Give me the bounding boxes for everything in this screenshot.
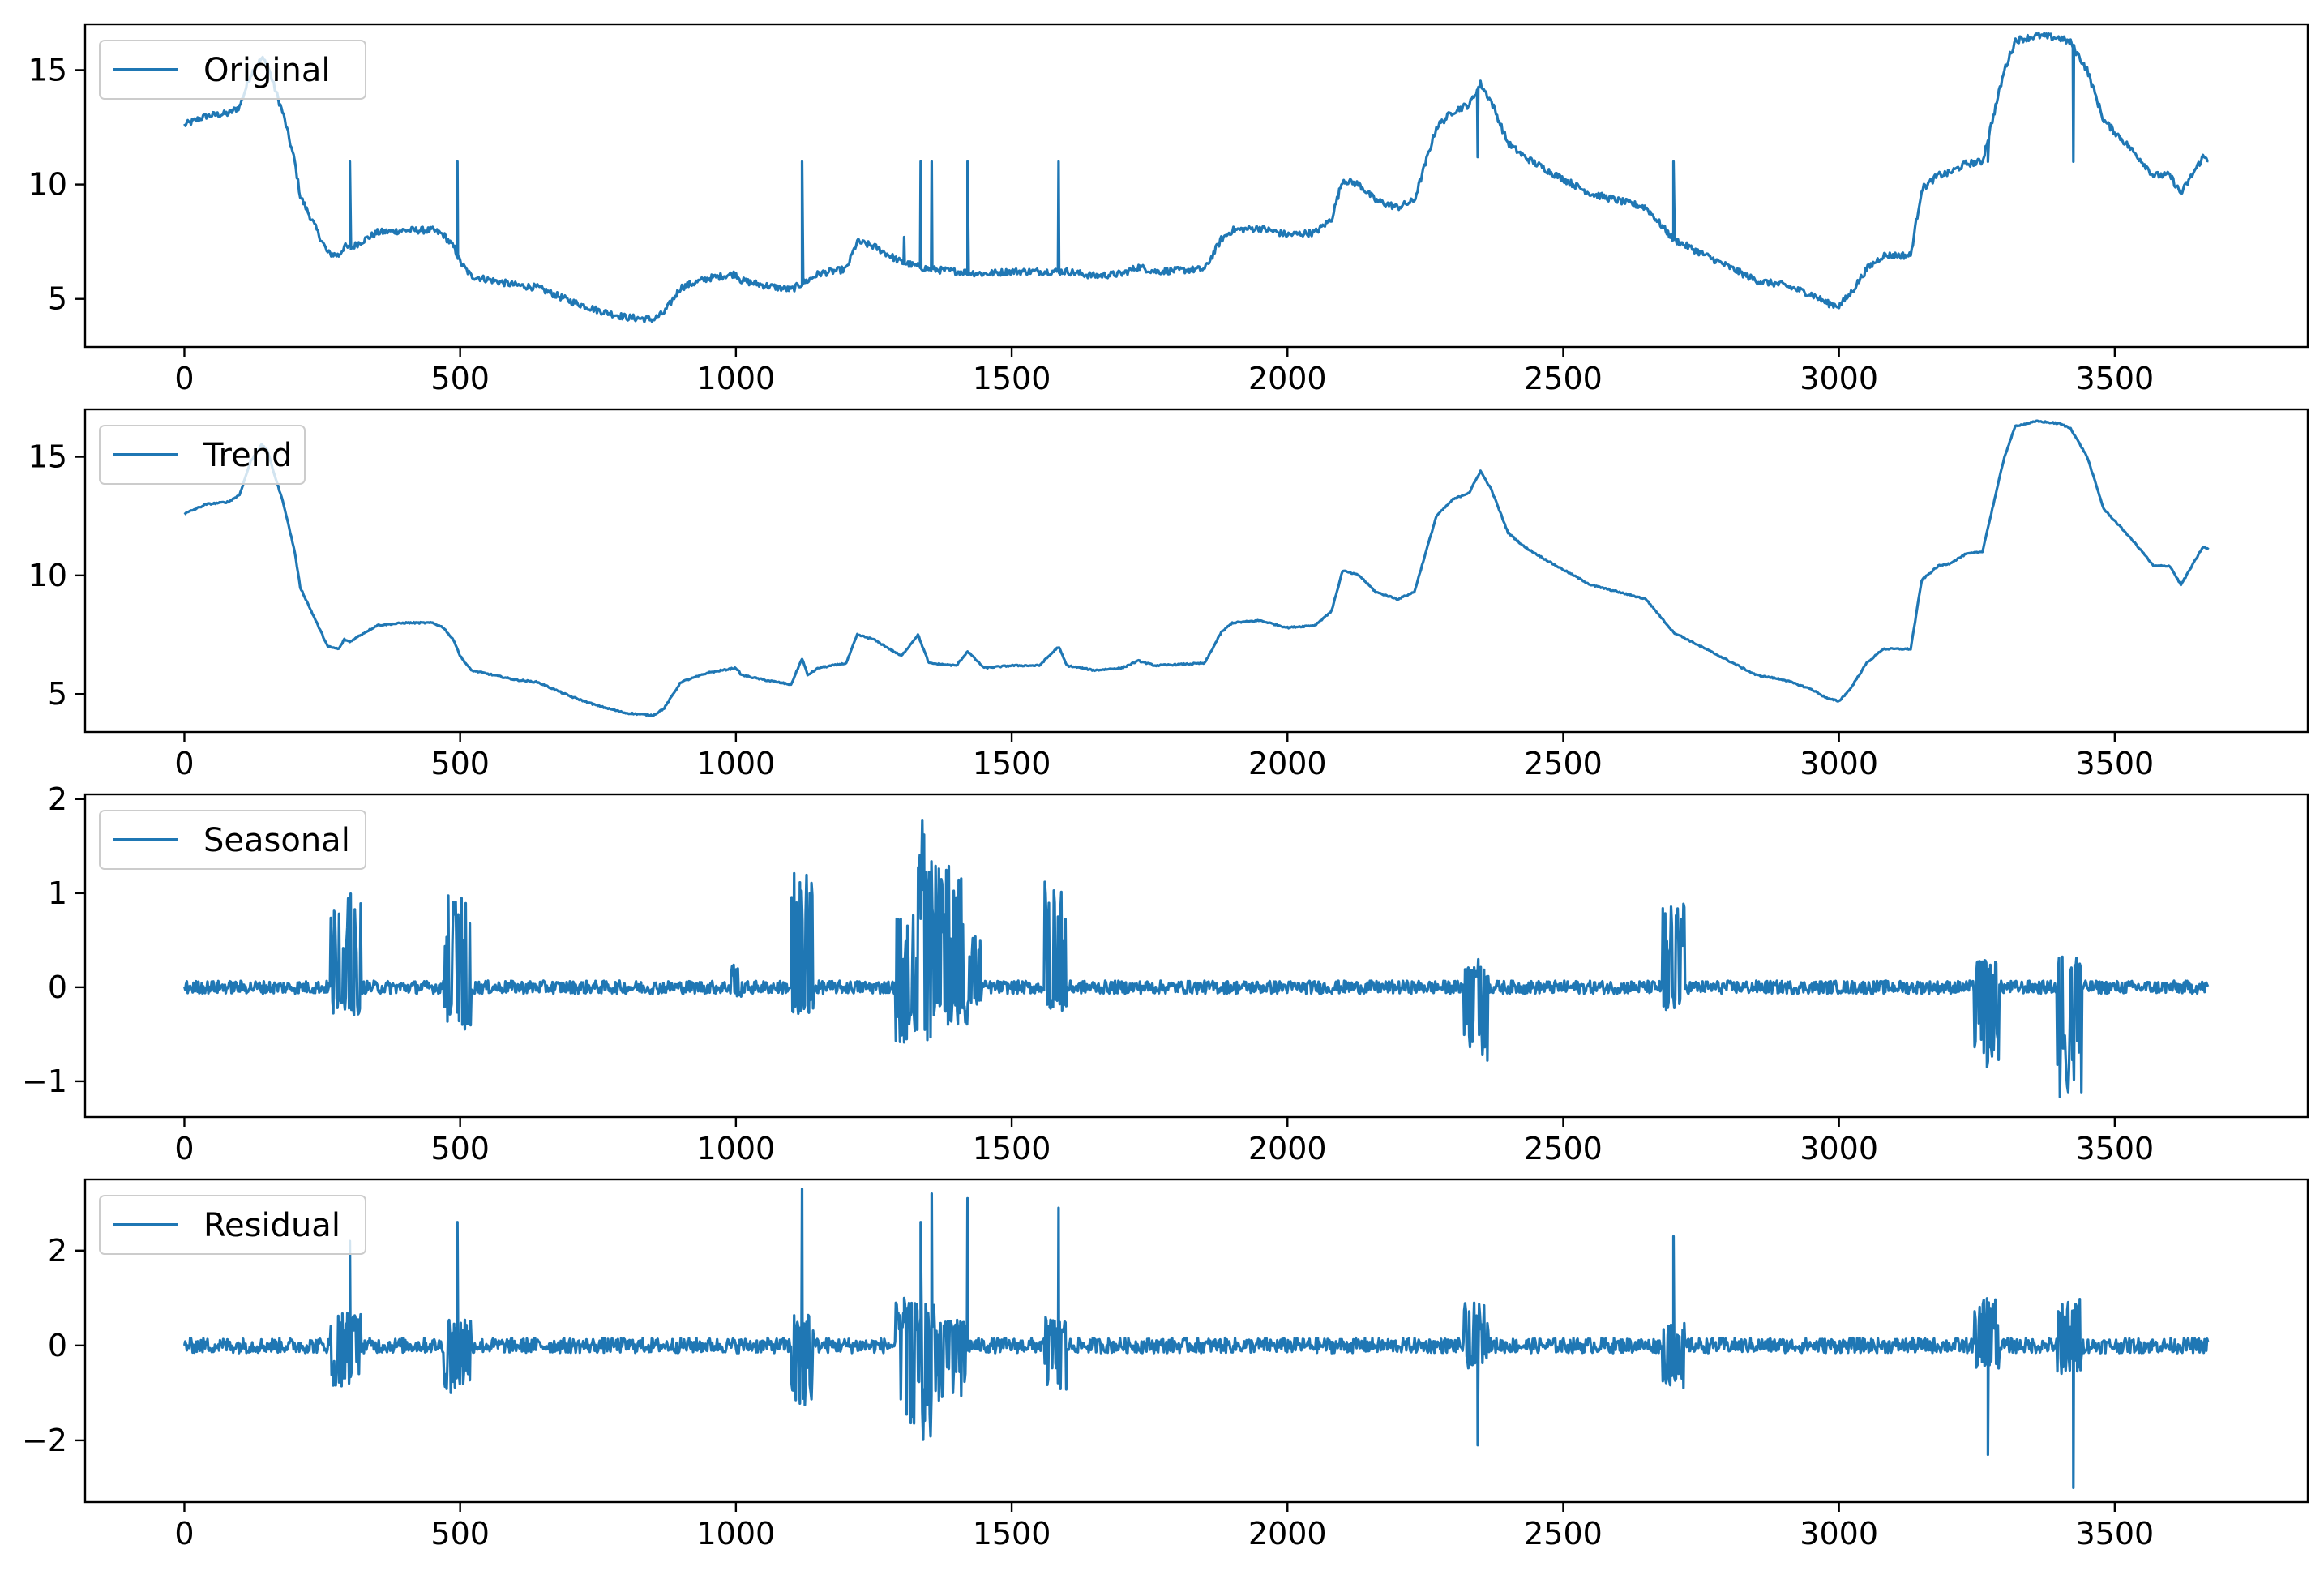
x-tick-label: 0	[174, 361, 194, 396]
y-tick-label: 0	[48, 969, 67, 1005]
y-tick-label: −1	[22, 1064, 67, 1099]
x-tick-label: 500	[430, 361, 490, 396]
x-tick-label: 0	[174, 746, 194, 781]
x-tick-label: 3500	[2076, 746, 2155, 781]
x-tick-label: 3500	[2076, 361, 2155, 396]
panel-residual: 0 500 1000 1500 2000 2500 3000 3500 −2 0 2 Residual	[22, 1178, 2309, 1551]
y-tick-label: 1	[48, 875, 67, 911]
x-tick-label: 3000	[1800, 1516, 1878, 1551]
x-tick-label: 0	[174, 1131, 194, 1166]
legend: Seasonal	[99, 810, 366, 870]
x-tick-label: 3000	[1800, 746, 1878, 781]
x-tick-label: 3500	[2076, 1131, 2155, 1166]
x-tick-label: 1500	[973, 361, 1051, 396]
legend-frame	[99, 1195, 366, 1255]
x-tick-label: 1000	[697, 1516, 776, 1551]
y-tick-label: 2	[48, 781, 67, 817]
y-tick-label: 15	[28, 52, 67, 88]
y-tick-label: 5	[48, 281, 67, 317]
legend: Trend	[99, 425, 306, 485]
y-tick-label: 5	[48, 676, 67, 712]
x-tick-label: 3000	[1800, 361, 1878, 396]
legend: Original	[99, 40, 366, 100]
legend: Residual	[99, 1195, 366, 1255]
legend-label: Residual	[203, 1207, 340, 1244]
x-tick-label: 1000	[697, 746, 776, 781]
x-tick-label: 1500	[973, 746, 1051, 781]
x-tick-label: 1500	[973, 1131, 1051, 1166]
panel-trend: 0 500 1000 1500 2000 2500 3000 3500 5 10 15 Trend	[28, 408, 2309, 781]
legend-label: Trend	[203, 437, 292, 474]
x-tick-label: 2000	[1248, 1131, 1327, 1166]
y-tick-label: 10	[28, 558, 67, 593]
axes-frame	[83, 408, 2309, 734]
series-line-residual	[182, 1188, 2210, 1489]
x-tick-label: 1000	[697, 1131, 776, 1166]
x-tick-label: 2500	[1524, 361, 1603, 396]
legend-label: Seasonal	[203, 822, 350, 859]
axes-frame	[83, 793, 2309, 1119]
x-tick-label: 2500	[1524, 746, 1603, 781]
x-tick-label: 2500	[1524, 1516, 1603, 1551]
x-tick-label: 500	[430, 1516, 490, 1551]
legend-frame	[99, 40, 366, 100]
x-tick-label: 2000	[1248, 746, 1327, 781]
y-tick-label: 2	[48, 1233, 67, 1269]
series-line-trend	[183, 419, 2210, 717]
x-tick-label: 3500	[2076, 1516, 2155, 1551]
x-tick-label: 2500	[1524, 1131, 1603, 1166]
series-line-original	[183, 32, 2209, 323]
y-tick-label: 10	[28, 167, 67, 203]
x-tick-label: 1000	[697, 361, 776, 396]
x-tick-label: 2000	[1248, 361, 1327, 396]
axes-frame	[83, 1178, 2309, 1504]
y-tick-label: 15	[28, 439, 67, 475]
legend-frame	[99, 425, 306, 485]
x-tick-label: 2000	[1248, 1516, 1327, 1551]
y-tick-label: −2	[22, 1423, 67, 1458]
x-tick-label: 1500	[973, 1516, 1051, 1551]
axes-frame	[83, 23, 2309, 349]
panel-original: 0 500 1000 1500 2000 2500 3000 3500 5 10 15 Origina…	[28, 23, 2309, 396]
panel-seasonal: 0 500 1000 1500 2000 2500 3000 3500 −1 0 1 2 Seasona…	[22, 781, 2309, 1166]
x-tick-label: 500	[430, 1131, 490, 1166]
x-tick-label: 500	[430, 746, 490, 781]
legend-label: Original	[203, 52, 331, 89]
y-tick-label: 0	[48, 1328, 67, 1363]
series-line-seasonal	[182, 819, 2210, 1098]
x-tick-label: 0	[174, 1516, 194, 1551]
legend-frame	[99, 810, 366, 870]
x-tick-label: 3000	[1800, 1131, 1878, 1166]
